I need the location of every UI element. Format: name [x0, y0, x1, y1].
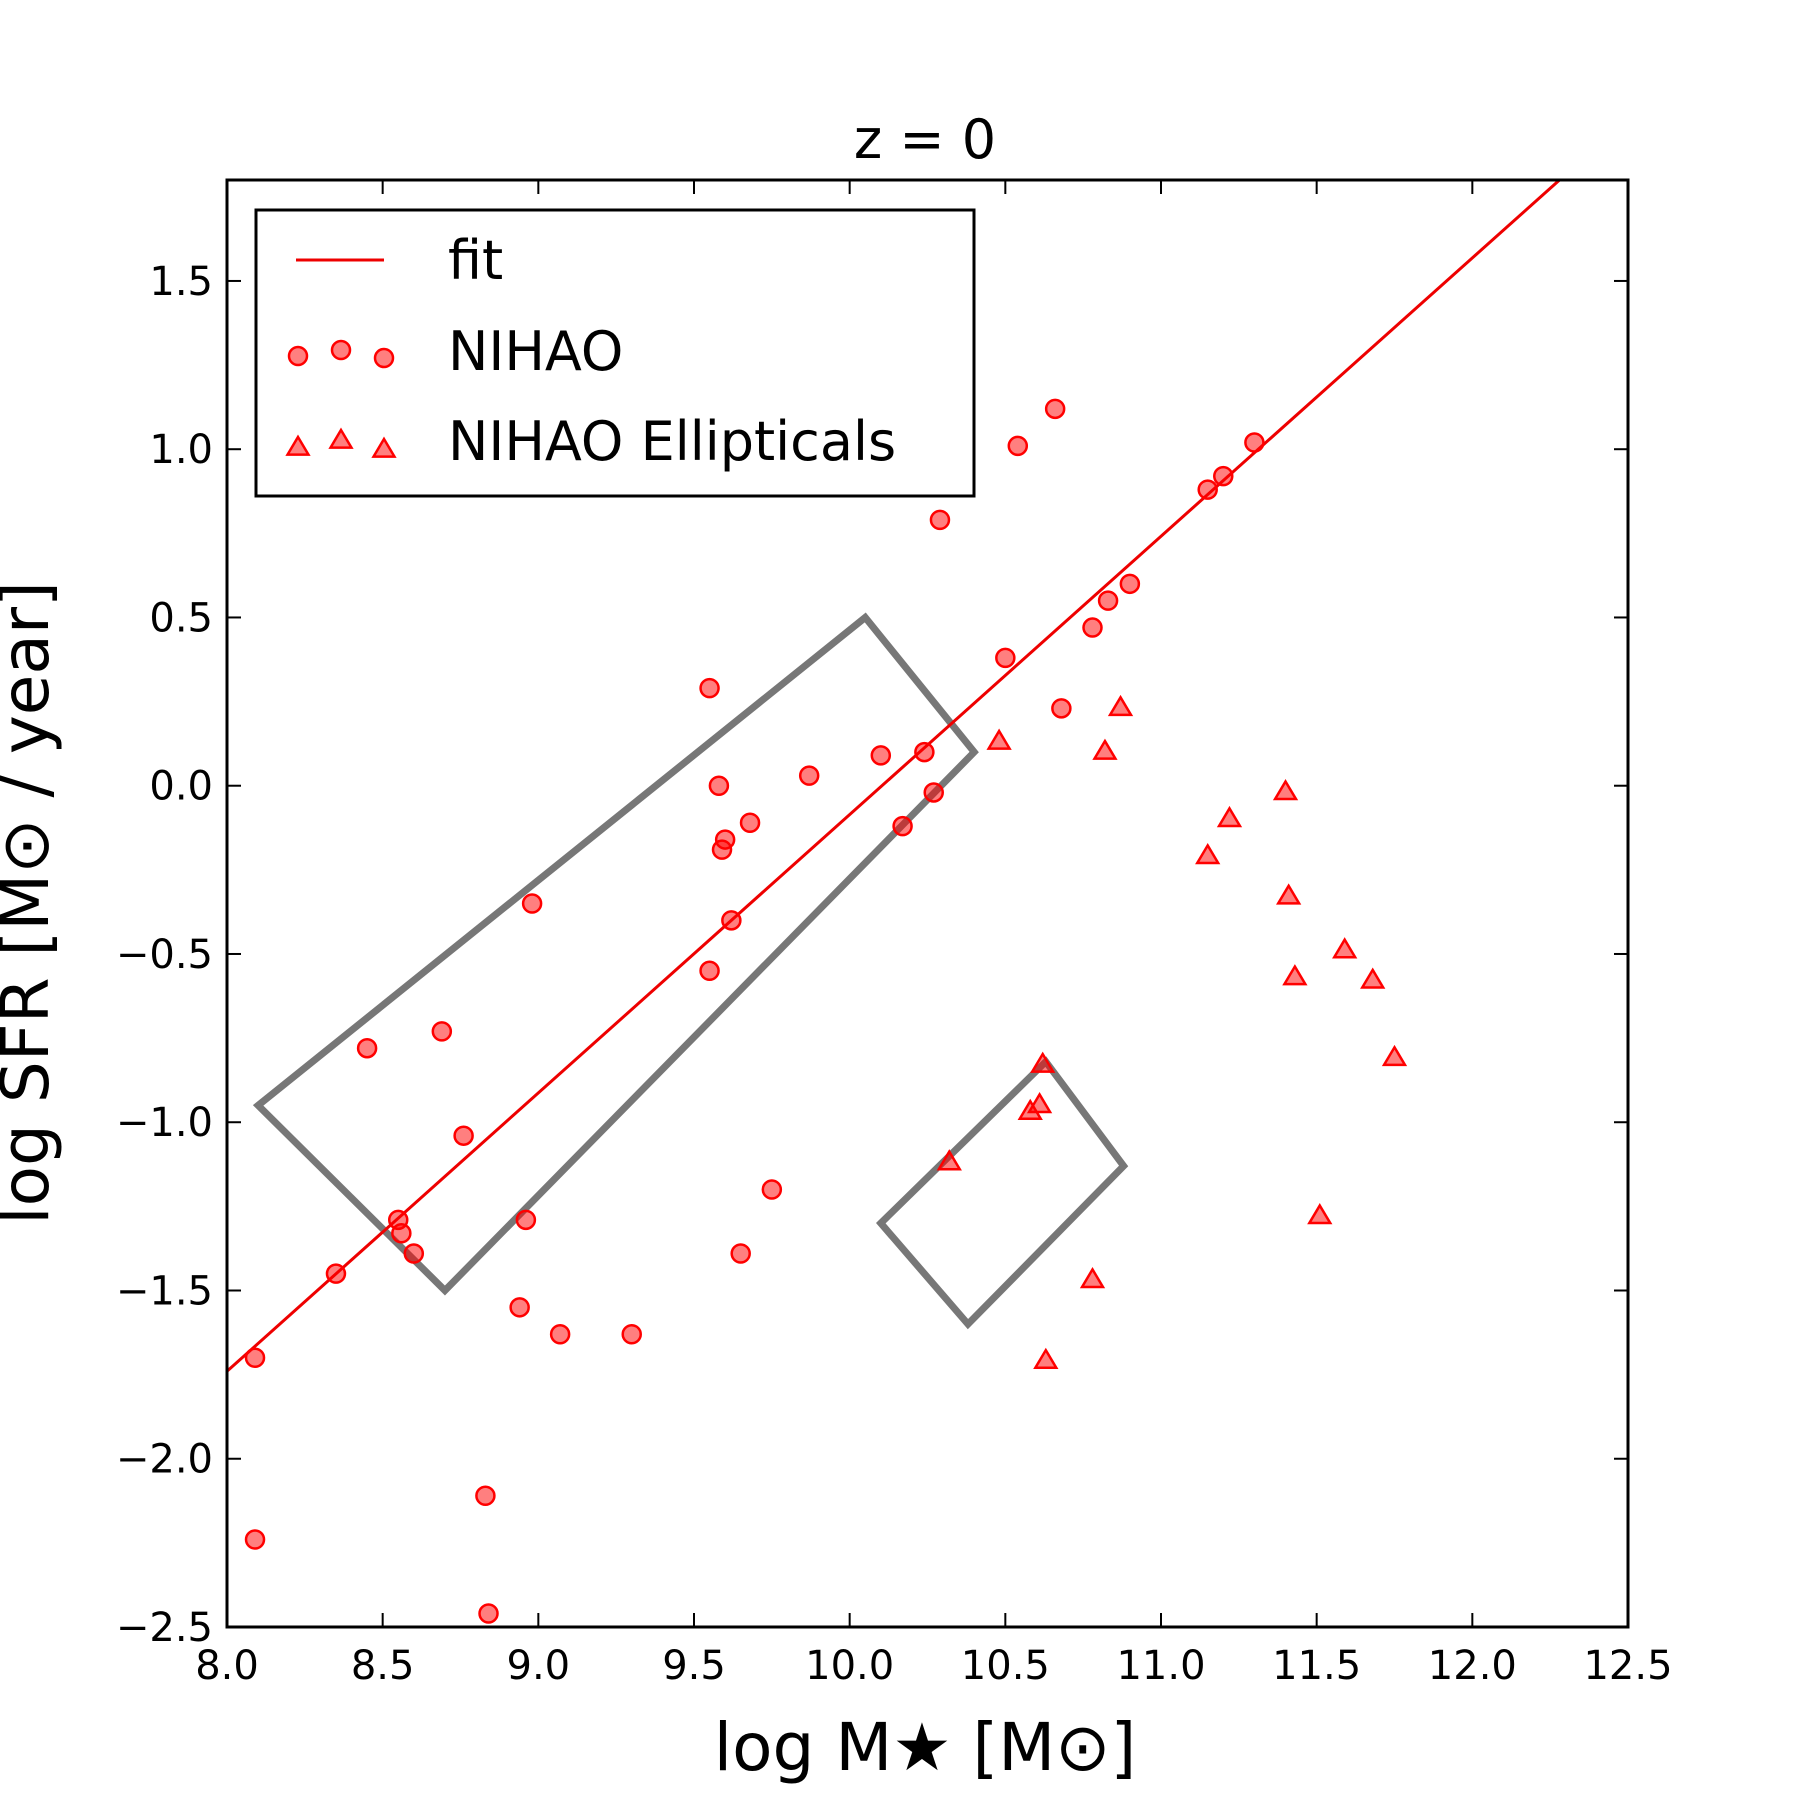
nihao-point	[475, 1485, 496, 1507]
x-tick-label: 11.0	[1116, 1643, 1205, 1689]
nihao-point	[708, 775, 730, 796]
nihao-point	[699, 960, 720, 982]
x-tick-label: 9.5	[662, 1643, 726, 1689]
x-tick-label: 10.0	[805, 1643, 894, 1689]
y-tick-label: 0.5	[149, 595, 213, 641]
nihao-point	[699, 677, 720, 699]
region-box-2	[876, 1056, 1129, 1330]
nihao-point	[914, 741, 935, 763]
legend-circle-swatch	[287, 339, 395, 369]
fit-line-layer	[226, 178, 1561, 1373]
elliptical-point	[1276, 883, 1302, 905]
legend-triangle-marker	[371, 436, 397, 458]
nihao-point	[515, 1209, 537, 1231]
y-tick-label: −0.5	[116, 932, 213, 978]
nihao-point	[1097, 590, 1119, 611]
legend-label-ellipticals: NIHAO Ellipticals	[448, 410, 896, 473]
y-tick-label: 0.0	[149, 764, 213, 810]
y-axis-label: log SFR [M⊙ / year]	[0, 581, 64, 1224]
legend-triangle-marker	[285, 434, 311, 456]
nihao-point	[356, 1037, 378, 1059]
legend-circle-marker	[330, 339, 352, 361]
nihao-point	[1007, 435, 1029, 457]
nihao-point	[325, 1263, 347, 1284]
y-tick-label: 1.0	[149, 427, 213, 473]
elliptical-point	[1033, 1347, 1059, 1370]
nihao-point	[453, 1125, 474, 1146]
y-tick-label: −1.5	[116, 1268, 213, 1314]
x-tick-label: 8.5	[351, 1643, 415, 1689]
data-points	[244, 398, 1408, 1624]
x-tick-label: 9.0	[507, 1643, 571, 1689]
x-tick-label: 11.5	[1272, 1643, 1361, 1689]
legend-triangle-swatch	[285, 427, 397, 458]
fit-line	[226, 178, 1561, 1373]
elliptical-point	[1307, 1203, 1333, 1225]
nihao-point	[870, 745, 892, 766]
x-tick-label: 12.0	[1428, 1643, 1517, 1689]
nihao-point	[798, 765, 820, 786]
elliptical-point	[1092, 738, 1118, 760]
nihao-point	[995, 647, 1016, 669]
elliptical-point	[1216, 805, 1243, 828]
nihao-point	[1119, 573, 1141, 595]
nihao-point	[521, 893, 543, 914]
nihao-point	[509, 1297, 530, 1318]
x-tick-label: 10.5	[961, 1643, 1050, 1689]
nihao-point	[1044, 398, 1066, 420]
elliptical-point	[1360, 967, 1386, 989]
nihao-point	[478, 1603, 499, 1624]
nihao-point	[244, 1347, 266, 1369]
y-tick-label: −1.0	[116, 1100, 213, 1146]
legend-circle-marker	[373, 347, 395, 369]
nihao-point	[1082, 617, 1103, 638]
nihao-point	[431, 1021, 453, 1042]
nihao-point	[892, 815, 913, 837]
nihao-point	[739, 812, 761, 833]
legend-circle-marker	[287, 345, 309, 367]
chart-title: z = 0	[854, 108, 996, 171]
legend: fit NIHAO NIHAO Ellipticals	[254, 208, 976, 498]
nihao-point	[730, 1243, 751, 1264]
elliptical-point	[1030, 1051, 1056, 1073]
x-tick-label: 12.5	[1583, 1643, 1672, 1689]
nihao-point	[923, 782, 944, 803]
elliptical-point	[1079, 1266, 1106, 1289]
elliptical-point	[1107, 694, 1134, 717]
legend-label-fit: fit	[448, 229, 503, 292]
nihao-point	[714, 829, 736, 850]
elliptical-point	[1282, 964, 1308, 986]
nihao-point	[621, 1323, 642, 1345]
nihao-point	[549, 1323, 571, 1345]
elliptical-point	[986, 728, 1012, 750]
region-box-1	[252, 612, 979, 1296]
nihao-point	[929, 509, 951, 531]
nihao-point	[1244, 432, 1265, 453]
y-tick-label: −2.0	[116, 1437, 213, 1483]
elliptical-point	[1381, 1044, 1408, 1067]
x-tick-label: 8.0	[195, 1643, 259, 1689]
nihao-point	[403, 1243, 425, 1264]
nihao-point	[1197, 479, 1218, 500]
highlight-regions	[252, 612, 1129, 1330]
elliptical-point	[1272, 779, 1299, 801]
axis-ticks: 8.0 8.5 9.0 9.5 10.0 10.5 11.0 11.5 12.0 12.5 −2.5…	[116, 180, 1673, 1689]
elliptical-point	[1026, 1091, 1053, 1114]
nihao-point	[1051, 698, 1072, 719]
nihao-point	[391, 1223, 412, 1244]
nihao-point	[244, 1529, 266, 1550]
legend-label-nihao: NIHAO	[448, 320, 623, 383]
nihao-point	[1213, 465, 1234, 487]
nihao-point	[761, 1179, 783, 1200]
x-axis-label: log M★ [M⊙]	[714, 1709, 1136, 1786]
plot-frame	[225, 178, 1630, 1629]
elliptical-point	[1195, 842, 1221, 865]
legend-triangle-marker	[328, 427, 354, 449]
y-tick-label: 1.5	[149, 259, 213, 305]
nihao-point	[721, 910, 742, 931]
elliptical-point	[1332, 937, 1358, 959]
elliptical-point	[936, 1149, 962, 1171]
y-tick-label: −2.5	[116, 1605, 213, 1651]
